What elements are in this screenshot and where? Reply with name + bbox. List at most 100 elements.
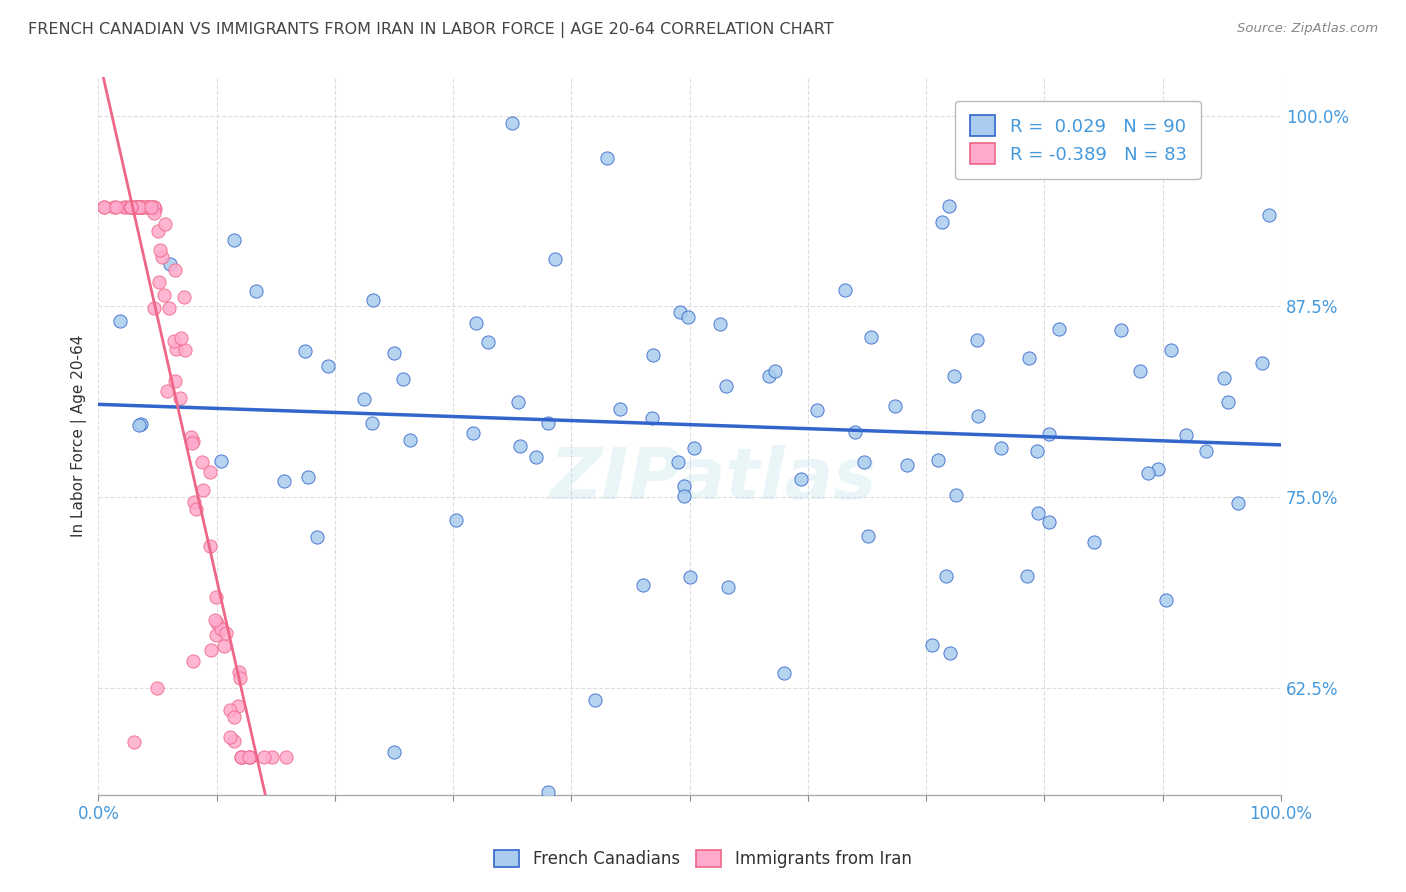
Point [1174,427,1197,442]
Point [205,591,228,605]
Point [834,283,856,297]
Point [883,399,905,413]
Point [967,409,990,423]
Point [391,371,413,385]
Point [138,200,160,214]
Point [1251,356,1274,370]
Point [128,200,150,214]
Point [305,530,328,544]
Point [360,416,382,430]
Point [131,200,153,214]
Point [139,200,162,214]
Point [124,200,146,214]
Point [758,368,780,383]
Point [139,200,162,214]
Point [120,200,142,214]
Point [157,301,180,315]
Point [859,329,882,343]
Point [273,474,295,488]
Point [477,334,499,349]
Point [297,470,319,484]
Point [1047,321,1070,335]
Point [1227,496,1250,510]
Point [146,223,169,237]
Point [108,313,131,327]
Point [506,395,529,409]
Point [149,243,172,257]
Point [253,750,276,764]
Point [105,200,128,214]
Point [121,200,143,214]
Point [461,425,484,440]
Point [790,473,813,487]
Point [112,200,135,214]
Point [224,733,246,747]
Text: Source: ZipAtlas.com: Source: ZipAtlas.com [1237,22,1378,36]
Point [316,359,339,373]
Point [806,403,828,417]
Point [229,671,252,685]
Point [717,581,740,595]
Point [1146,462,1168,476]
Point [990,442,1012,456]
Point [163,374,186,388]
Point [509,439,531,453]
Point [673,489,696,503]
Point [180,430,202,444]
Point [127,200,149,214]
Point [135,200,157,214]
Point [1160,343,1182,357]
Point [229,750,252,764]
Point [245,285,267,299]
Point [596,152,619,166]
Point [935,569,957,583]
Point [219,730,242,744]
Point [966,333,988,347]
Point [943,368,966,383]
Point [276,750,298,764]
Point [173,290,195,304]
Point [214,625,236,640]
Point [128,417,150,432]
Point [228,665,250,680]
Point [93,200,115,214]
Point [446,513,468,527]
Point [666,455,689,469]
Point [844,425,866,440]
Point [238,750,260,764]
Point [536,416,558,430]
Point [361,293,384,307]
Point [174,343,197,357]
Point [1195,444,1218,458]
Point [198,539,221,553]
Point [163,334,186,348]
Point [124,200,146,214]
Point [129,200,152,214]
Point [544,252,567,266]
Point [129,200,152,214]
Point [927,453,949,467]
Point [353,392,375,406]
Legend: R =  0.029   N = 90, R = -0.389   N = 83: R = 0.029 N = 90, R = -0.389 N = 83 [955,101,1201,178]
Point [127,200,149,214]
Point [159,257,181,271]
Point [228,699,250,714]
Text: FRENCH CANADIAN VS IMMIGRANTS FROM IRAN IN LABOR FORCE | AGE 20-64 CORRELATION C: FRENCH CANADIAN VS IMMIGRANTS FROM IRAN … [28,22,834,38]
Point [641,411,664,425]
Point [679,570,702,584]
Point [683,441,706,455]
Point [501,116,523,130]
Point [163,262,186,277]
Point [135,200,157,214]
Point [1026,506,1049,520]
Point [669,305,692,319]
Point [673,479,696,493]
Point [204,628,226,642]
Point [1109,323,1132,337]
Point [1258,208,1281,222]
Point [524,450,547,465]
Point [183,495,205,509]
Point [153,217,176,231]
Point [294,344,316,359]
Point [120,200,142,214]
